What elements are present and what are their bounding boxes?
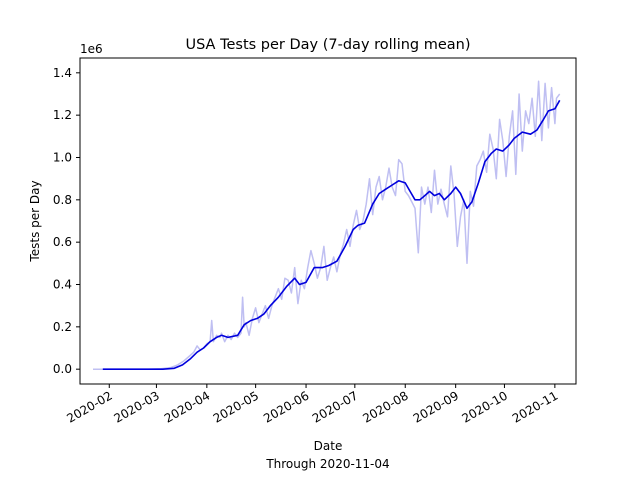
x-axis-note: Through 2020-11-04 [265,457,389,471]
plot-area [80,58,576,384]
chart-title: USA Tests per Day (7-day rolling mean) [185,37,470,53]
plot-frame [79,57,577,385]
y-tick-label: 1.2 [53,108,72,122]
y-tick-label: 0.4 [53,278,72,292]
y-tick-label: 0.0 [53,362,72,376]
x-axis-label: Date [314,439,343,453]
y-axis-label: Tests per Day [28,180,42,262]
series-line-daily [93,80,561,370]
series-line-rolling-mean [102,99,561,370]
y-tick-label: 0.2 [53,320,72,334]
y-tick-label: 1.4 [53,66,72,80]
y-tick-label: 0.8 [53,193,72,207]
y-tick-label: 0.6 [53,235,72,249]
y-tick-label: 1.0 [53,150,72,164]
y-offset-label: 1e6 [80,42,103,56]
series-layer [93,80,561,370]
